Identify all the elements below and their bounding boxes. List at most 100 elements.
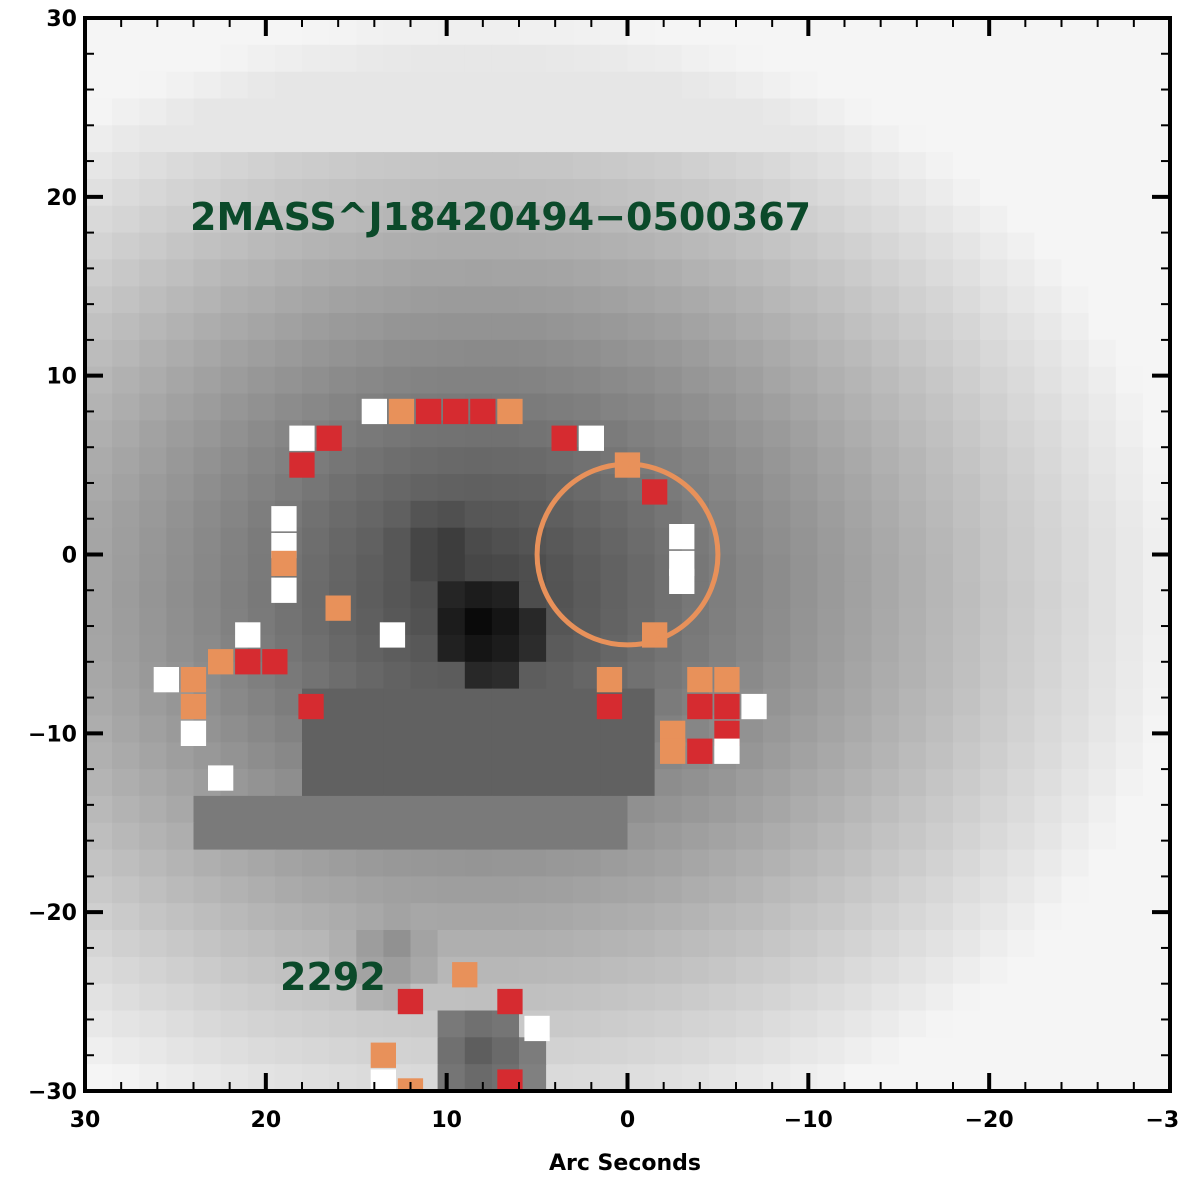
map-pixel — [573, 661, 602, 690]
map-pixel — [193, 822, 222, 851]
map-pixel — [437, 98, 466, 127]
map-pixel — [898, 822, 927, 851]
map-pixel — [410, 125, 439, 154]
map-pixel — [817, 44, 846, 73]
masked-pixel — [298, 693, 324, 720]
map-pixel — [790, 125, 819, 154]
map-pixel — [871, 98, 900, 127]
map-pixel — [546, 1010, 574, 1039]
map-pixel — [193, 179, 222, 207]
map-pixel — [546, 876, 574, 905]
map-pixel — [491, 71, 520, 100]
map-pixel — [247, 179, 276, 207]
map-pixel — [925, 179, 954, 207]
map-pixel — [139, 795, 168, 824]
map-pixel — [1061, 393, 1090, 422]
map-pixel — [654, 983, 683, 1012]
map-pixel — [573, 742, 602, 771]
map-pixel — [519, 366, 547, 395]
map-pixel — [1142, 1064, 1170, 1091]
map-pixel — [193, 152, 222, 180]
map-pixel — [437, 1037, 466, 1066]
map-pixel — [844, 581, 873, 610]
map-pixel — [1007, 1064, 1036, 1091]
map-pixel — [817, 125, 846, 154]
map-pixel — [681, 769, 710, 797]
map-pixel — [844, 1064, 873, 1091]
map-pixel — [1088, 286, 1117, 315]
map-pixel — [1142, 956, 1170, 985]
map-pixel — [627, 795, 656, 824]
map-pixel — [1088, 500, 1117, 529]
map-pixel — [519, 393, 547, 422]
map-pixel — [1007, 313, 1036, 341]
map-pixel — [871, 393, 900, 422]
map-pixel — [817, 339, 846, 368]
map-pixel — [464, 420, 493, 449]
map-pixel — [302, 715, 330, 744]
map-pixel — [600, 581, 629, 610]
map-pixel — [491, 286, 520, 315]
map-pixel — [329, 795, 357, 824]
masked-pixel — [687, 693, 713, 720]
map-pixel — [953, 876, 981, 905]
map-pixel — [247, 581, 276, 610]
map-pixel — [139, 688, 168, 717]
map-pixel — [654, 44, 683, 73]
map-pixel — [546, 179, 574, 207]
map-pixel — [193, 71, 222, 100]
map-pixel — [953, 581, 981, 610]
map-pixel — [383, 44, 412, 73]
map-pixel — [871, 849, 900, 878]
map-pixel — [491, 608, 520, 636]
map-pixel — [1142, 205, 1170, 234]
map-pixel — [220, 1010, 249, 1039]
map-pixel — [193, 205, 222, 234]
map-pixel — [383, 474, 412, 502]
map-pixel — [302, 286, 330, 315]
masked-pixel — [153, 667, 179, 693]
y-tick-label: −10 — [28, 722, 77, 747]
map-pixel — [383, 420, 412, 449]
map-pixel — [383, 876, 412, 905]
map-pixel — [790, 286, 819, 315]
map-pixel — [437, 420, 466, 449]
map-pixel — [763, 500, 791, 529]
map-pixel — [139, 554, 168, 583]
map-pixel — [736, 125, 764, 154]
map-pixel — [925, 232, 954, 261]
masked-pixel — [660, 738, 686, 764]
map-pixel — [817, 98, 846, 127]
map-pixel — [519, 742, 547, 771]
map-pixel — [193, 393, 222, 422]
map-pixel — [356, 822, 385, 851]
map-pixel — [1115, 876, 1144, 905]
map-pixel — [166, 795, 195, 824]
map-pixel — [736, 903, 764, 932]
map-pixel — [736, 18, 764, 46]
map-pixel — [1034, 125, 1063, 154]
map-pixel — [491, 125, 520, 154]
map-pixel — [329, 742, 357, 771]
map-pixel — [356, 313, 385, 341]
map-pixel — [85, 98, 113, 127]
map-pixel — [85, 420, 113, 449]
map-pixel — [519, 447, 547, 476]
map-pixel — [274, 983, 303, 1012]
map-pixel — [925, 205, 954, 234]
map-pixel — [1142, 742, 1170, 771]
x-tick-label: −20 — [965, 1108, 1014, 1133]
map-pixel — [329, 876, 357, 905]
map-pixel — [1115, 742, 1144, 771]
map-pixel — [708, 635, 737, 663]
map-pixel — [1034, 715, 1063, 744]
map-pixel — [953, 71, 981, 100]
map-pixel — [166, 769, 195, 797]
map-pixel — [356, 500, 385, 529]
map-pixel — [247, 1010, 276, 1039]
map-pixel — [790, 903, 819, 932]
map-pixel — [953, 1037, 981, 1066]
map-pixel — [356, 849, 385, 878]
map-pixel — [166, 313, 195, 341]
map-pixel — [1142, 500, 1170, 529]
